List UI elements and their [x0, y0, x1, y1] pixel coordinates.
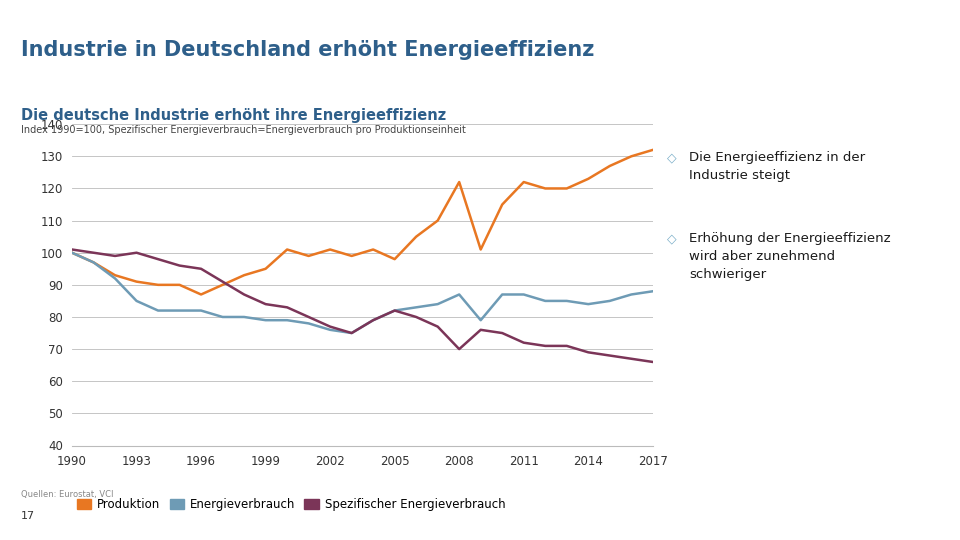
Text: Erhöhung der Energieeffizienz
wird aber zunehmend
schwieriger: Erhöhung der Energieeffizienz wird aber … [689, 232, 891, 281]
Text: Index 1990=100, Spezifischer Energieverbrauch=Energieverbrauch pro Produktionsei: Index 1990=100, Spezifischer Energieverb… [21, 125, 466, 136]
Text: Die deutsche Industrie erhöht ihre Energieeffizienz: Die deutsche Industrie erhöht ihre Energ… [21, 108, 446, 123]
Text: Die Energieeffizienz in der
Industrie steigt: Die Energieeffizienz in der Industrie st… [689, 151, 865, 182]
Text: ◇: ◇ [667, 151, 677, 164]
Text: Industrie in Deutschland erhöht Energieeffizienz: Industrie in Deutschland erhöht Energiee… [21, 40, 594, 60]
Legend: Produktion, Energieverbrauch, Spezifischer Energieverbrauch: Produktion, Energieverbrauch, Spezifisch… [72, 493, 510, 516]
Text: Quellen: Eurostat, VCI: Quellen: Eurostat, VCI [21, 490, 113, 500]
Text: 17: 17 [21, 511, 36, 521]
Text: ◇: ◇ [667, 232, 677, 245]
